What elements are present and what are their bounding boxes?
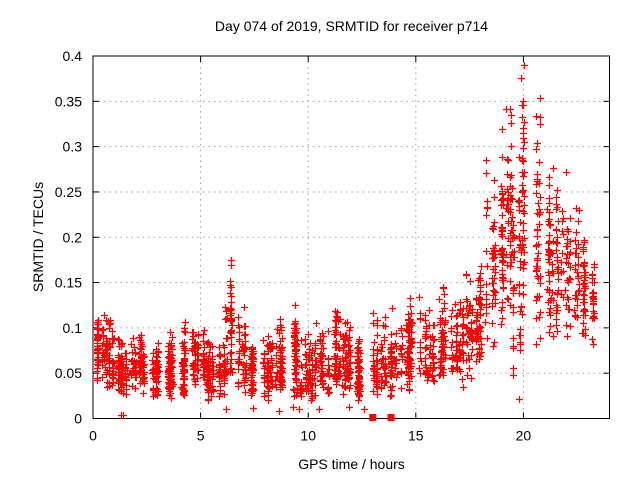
chart-title: Day 074 of 2019, SRMTID for receiver p71… bbox=[214, 18, 489, 34]
x-axis-label: GPS time / hours bbox=[298, 456, 405, 472]
x-tick-label: 15 bbox=[408, 428, 424, 444]
y-tick-label: 0.2 bbox=[63, 229, 83, 245]
zero-value-square-marker bbox=[387, 414, 395, 421]
x-tick-label: 20 bbox=[516, 428, 532, 444]
y-tick-label: 0.05 bbox=[55, 365, 82, 381]
x-tick-label: 0 bbox=[89, 428, 97, 444]
scatter-points bbox=[94, 62, 598, 419]
y-tick-label: 0.4 bbox=[63, 48, 83, 64]
x-tick-label: 5 bbox=[197, 428, 205, 444]
zero-value-square-marker bbox=[369, 414, 377, 421]
x-tick-label: 10 bbox=[300, 428, 316, 444]
y-tick-label: 0.1 bbox=[63, 320, 83, 336]
y-tick-label: 0.25 bbox=[55, 184, 82, 200]
y-tick-label: 0 bbox=[74, 411, 82, 427]
y-tick-label: 0.35 bbox=[55, 93, 82, 109]
y-tick-label: 0.3 bbox=[63, 139, 83, 155]
y-tick-label: 0.15 bbox=[55, 275, 82, 291]
